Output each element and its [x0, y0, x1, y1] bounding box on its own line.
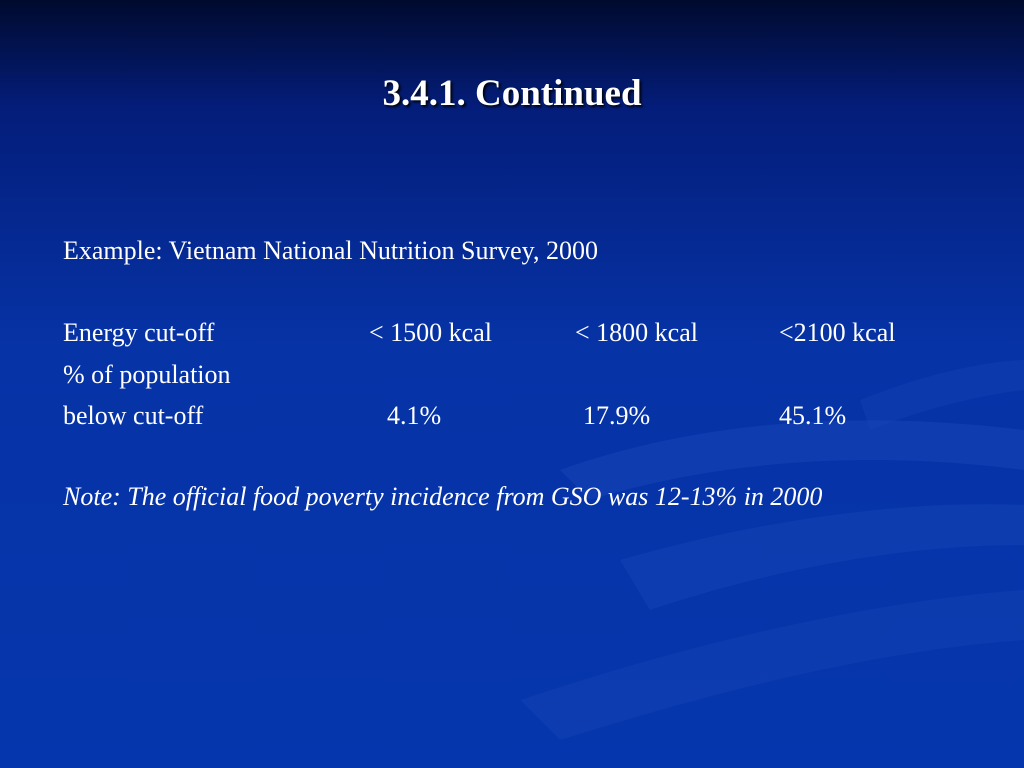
cutoff-1800-header: < 1800 kcal — [575, 318, 698, 347]
cutoff-1500-header: < 1500 kcal — [369, 318, 492, 347]
value-1800: 17.9% — [583, 401, 651, 430]
value-1500: 4.1% — [387, 401, 442, 430]
value-2100: 45.1% — [779, 401, 847, 430]
example-line: Example: Vietnam National Nutrition Surv… — [63, 236, 598, 265]
below-cutoff-row: below cut-off 4.1% 17.9% 45.1% — [63, 401, 963, 431]
cutoff-2100-header: <2100 kcal — [779, 318, 896, 347]
energy-cutoff-row: Energy cut-off < 1500 kcal < 1800 kcal <… — [63, 318, 963, 348]
below-cutoff-label: below cut-off — [63, 401, 204, 430]
population-label: % of population — [63, 360, 231, 389]
energy-cutoff-label: Energy cut-off — [63, 318, 215, 347]
population-label-row: % of population — [63, 360, 963, 390]
slide-title: 3.4.1. Continued — [382, 73, 642, 114]
note-line: Note: The official food poverty incidenc… — [63, 482, 823, 511]
